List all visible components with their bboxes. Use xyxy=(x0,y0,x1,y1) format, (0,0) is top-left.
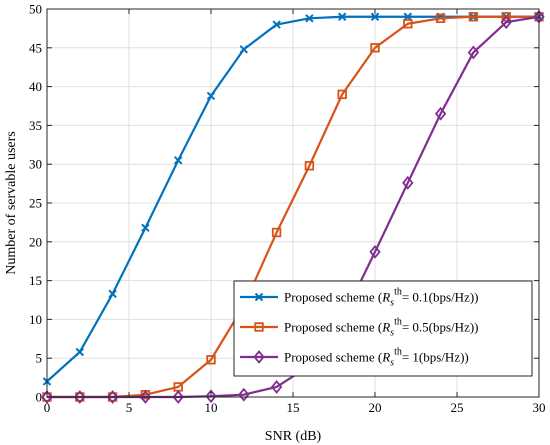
x-marker xyxy=(141,223,150,233)
diamond-marker xyxy=(106,390,119,404)
y-tick-label: 5 xyxy=(36,351,43,366)
x-marker xyxy=(206,91,216,101)
diamond-marker xyxy=(172,390,184,404)
x-tick-label: 10 xyxy=(205,400,218,415)
legend-label-part: R xyxy=(381,320,390,335)
x-marker-stroke xyxy=(370,12,380,21)
x-marker-stroke xyxy=(141,223,150,233)
square-marker xyxy=(304,161,315,171)
legend-label-part: Proposed scheme ( xyxy=(284,320,382,335)
x-axis-title: SNR (dB) xyxy=(265,429,322,444)
square-marker xyxy=(337,89,347,100)
legend-label-part: R xyxy=(381,350,390,365)
diamond-marker xyxy=(253,350,265,364)
x-tick-label: 20 xyxy=(369,400,382,415)
x-marker xyxy=(370,12,380,21)
x-tick-label: 25 xyxy=(451,400,464,415)
square-marker xyxy=(501,12,511,22)
y-tick-label: 50 xyxy=(29,2,42,17)
x-marker xyxy=(254,292,264,302)
diamond-marker xyxy=(402,175,414,190)
legend-label-part: = 0.1(bps/Hz)) xyxy=(402,290,479,305)
axis-ticks: 0 5 10 15 20 25 30 0 5 10 15 20 25 30 35 40 45 50 xyxy=(29,2,546,416)
legend-label: Proposed scheme (Rsth= 0.5(bps/Hz)) xyxy=(284,317,479,339)
legend-label-part: = 1(bps/Hz)) xyxy=(402,350,469,365)
x-marker-stroke xyxy=(337,12,347,21)
x-marker-stroke xyxy=(272,20,281,29)
y-tick-label: 45 xyxy=(29,40,42,55)
legend-label-part: Proposed scheme ( xyxy=(284,290,382,305)
x-marker-stroke xyxy=(108,289,117,298)
diamond-marker xyxy=(139,390,152,404)
x-marker-stroke xyxy=(239,45,249,54)
y-tick-label: 15 xyxy=(29,273,42,288)
x-tick-label: 5 xyxy=(126,400,133,415)
y-tick-label: 35 xyxy=(29,118,42,133)
x-tick-label: 0 xyxy=(44,400,51,415)
x-marker xyxy=(305,14,314,23)
legend-label-part: s xyxy=(390,328,394,339)
diamond-marker xyxy=(270,379,283,394)
diamond-marker xyxy=(238,387,250,402)
x-marker-stroke xyxy=(173,156,183,165)
diamond-marker xyxy=(500,15,512,30)
x-marker xyxy=(108,289,117,298)
diamond-marker xyxy=(205,389,217,404)
x-marker xyxy=(75,347,85,357)
y-axis-title: Number of servable users xyxy=(4,131,19,274)
y-tick-label: 10 xyxy=(29,312,42,327)
legend-label-part: th xyxy=(394,287,402,298)
diamond-marker xyxy=(467,45,480,60)
x-marker xyxy=(239,45,249,54)
square-marker xyxy=(403,19,413,29)
square-marker xyxy=(435,13,446,24)
x-marker xyxy=(173,156,183,165)
legend-item: Proposed scheme (Rsth= 0.5(bps/Hz)) xyxy=(240,317,479,339)
diamond-marker xyxy=(41,390,53,404)
square-marker xyxy=(271,227,282,238)
x-marker xyxy=(337,12,347,21)
y-tick-label: 0 xyxy=(36,390,43,405)
y-tick-label: 40 xyxy=(29,79,42,94)
x-tick-label: 30 xyxy=(533,400,546,415)
x-marker-stroke xyxy=(305,14,314,23)
y-tick-label: 20 xyxy=(29,234,42,249)
legend-label-part: = 0.5(bps/Hz)) xyxy=(402,320,479,335)
x-marker-stroke xyxy=(75,347,85,357)
legend-item: Proposed scheme (Rsth= 0.1(bps/Hz)) xyxy=(240,287,479,309)
x-marker-stroke xyxy=(206,91,216,101)
diamond-marker xyxy=(74,390,86,404)
legend: Proposed scheme (Rsth= 0.1(bps/Hz))Propo… xyxy=(233,280,533,377)
square-marker xyxy=(370,43,380,53)
legend-label: Proposed scheme (Rsth= 0.1(bps/Hz)) xyxy=(284,287,479,309)
y-tick-label: 30 xyxy=(29,157,42,172)
x-tick-label: 15 xyxy=(287,400,300,415)
legend-label-part: th xyxy=(394,347,402,358)
legend-label: Proposed scheme (Rsth= 1(bps/Hz)) xyxy=(284,347,469,369)
diamond-marker xyxy=(369,244,381,259)
legend-label-part: s xyxy=(390,358,394,369)
legend-item: Proposed scheme (Rsth= 1(bps/Hz)) xyxy=(240,347,469,369)
x-marker xyxy=(272,20,281,29)
legend-label-part: Proposed scheme ( xyxy=(284,350,382,365)
diamond-marker xyxy=(434,106,447,121)
legend-box xyxy=(233,280,533,377)
square-marker xyxy=(254,322,264,332)
legend-label-part: th xyxy=(394,317,402,328)
legend-label-part: R xyxy=(381,290,390,305)
y-tick-label: 25 xyxy=(29,196,42,211)
legend-label-part: s xyxy=(390,298,394,309)
square-marker xyxy=(206,355,216,365)
square-marker xyxy=(468,12,479,22)
x-marker-stroke xyxy=(254,292,264,302)
